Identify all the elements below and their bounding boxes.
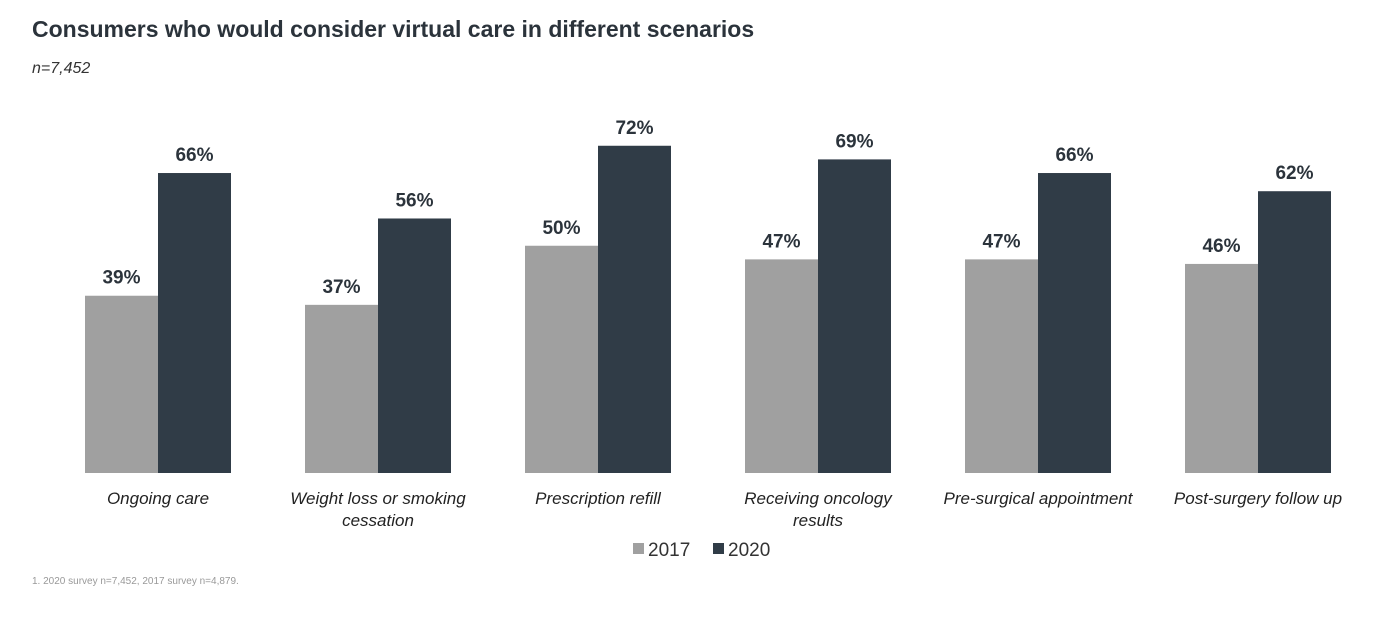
data-label-2020: 66% bbox=[1055, 145, 1093, 166]
data-label-2017: 39% bbox=[102, 268, 140, 289]
chart-title: Consumers who would consider virtual car… bbox=[32, 16, 755, 42]
footnote: 1. 2020 survey n=7,452, 2017 survey n=4,… bbox=[32, 576, 239, 587]
data-label-2020: 69% bbox=[835, 131, 873, 152]
category-label: results bbox=[793, 511, 844, 530]
category-label: cessation bbox=[342, 511, 414, 530]
chart-subtitle: n=7,452 bbox=[32, 60, 91, 77]
data-label-2020: 62% bbox=[1275, 163, 1313, 184]
data-label-2017: 37% bbox=[322, 277, 360, 298]
data-label-2017: 47% bbox=[762, 231, 800, 252]
data-label-2017: 46% bbox=[1202, 236, 1240, 257]
category-label: Receiving oncology bbox=[744, 489, 893, 508]
category-label: Weight loss or smoking bbox=[290, 489, 466, 508]
legend-swatch-2020 bbox=[713, 543, 724, 554]
category-label: Ongoing care bbox=[107, 489, 209, 508]
bar-2020 bbox=[1038, 173, 1111, 473]
data-label-2020: 56% bbox=[395, 190, 433, 211]
bar-2017 bbox=[745, 259, 818, 473]
bar-2017 bbox=[85, 295, 158, 473]
bar-2017 bbox=[965, 259, 1038, 473]
bar-2020 bbox=[598, 145, 671, 473]
legend-label-2017: 2017 bbox=[648, 540, 690, 561]
bar-2017 bbox=[305, 304, 378, 473]
bar-2020 bbox=[378, 218, 451, 473]
category-label: Prescription refill bbox=[535, 489, 662, 508]
data-label-2017: 50% bbox=[542, 218, 580, 239]
data-label-2020: 66% bbox=[175, 145, 213, 166]
legend-swatch-2017 bbox=[633, 543, 644, 554]
data-label-2017: 47% bbox=[982, 231, 1020, 252]
bar-2020 bbox=[818, 159, 891, 473]
bar-2020 bbox=[1258, 191, 1331, 473]
bar-2017 bbox=[1185, 263, 1258, 473]
category-label: Pre-surgical appointment bbox=[944, 489, 1134, 508]
bar-2017 bbox=[525, 245, 598, 473]
legend-label-2020: 2020 bbox=[728, 540, 770, 561]
category-label: Post-surgery follow up bbox=[1174, 489, 1342, 508]
data-label-2020: 72% bbox=[615, 118, 653, 139]
bar-2020 bbox=[158, 173, 231, 473]
